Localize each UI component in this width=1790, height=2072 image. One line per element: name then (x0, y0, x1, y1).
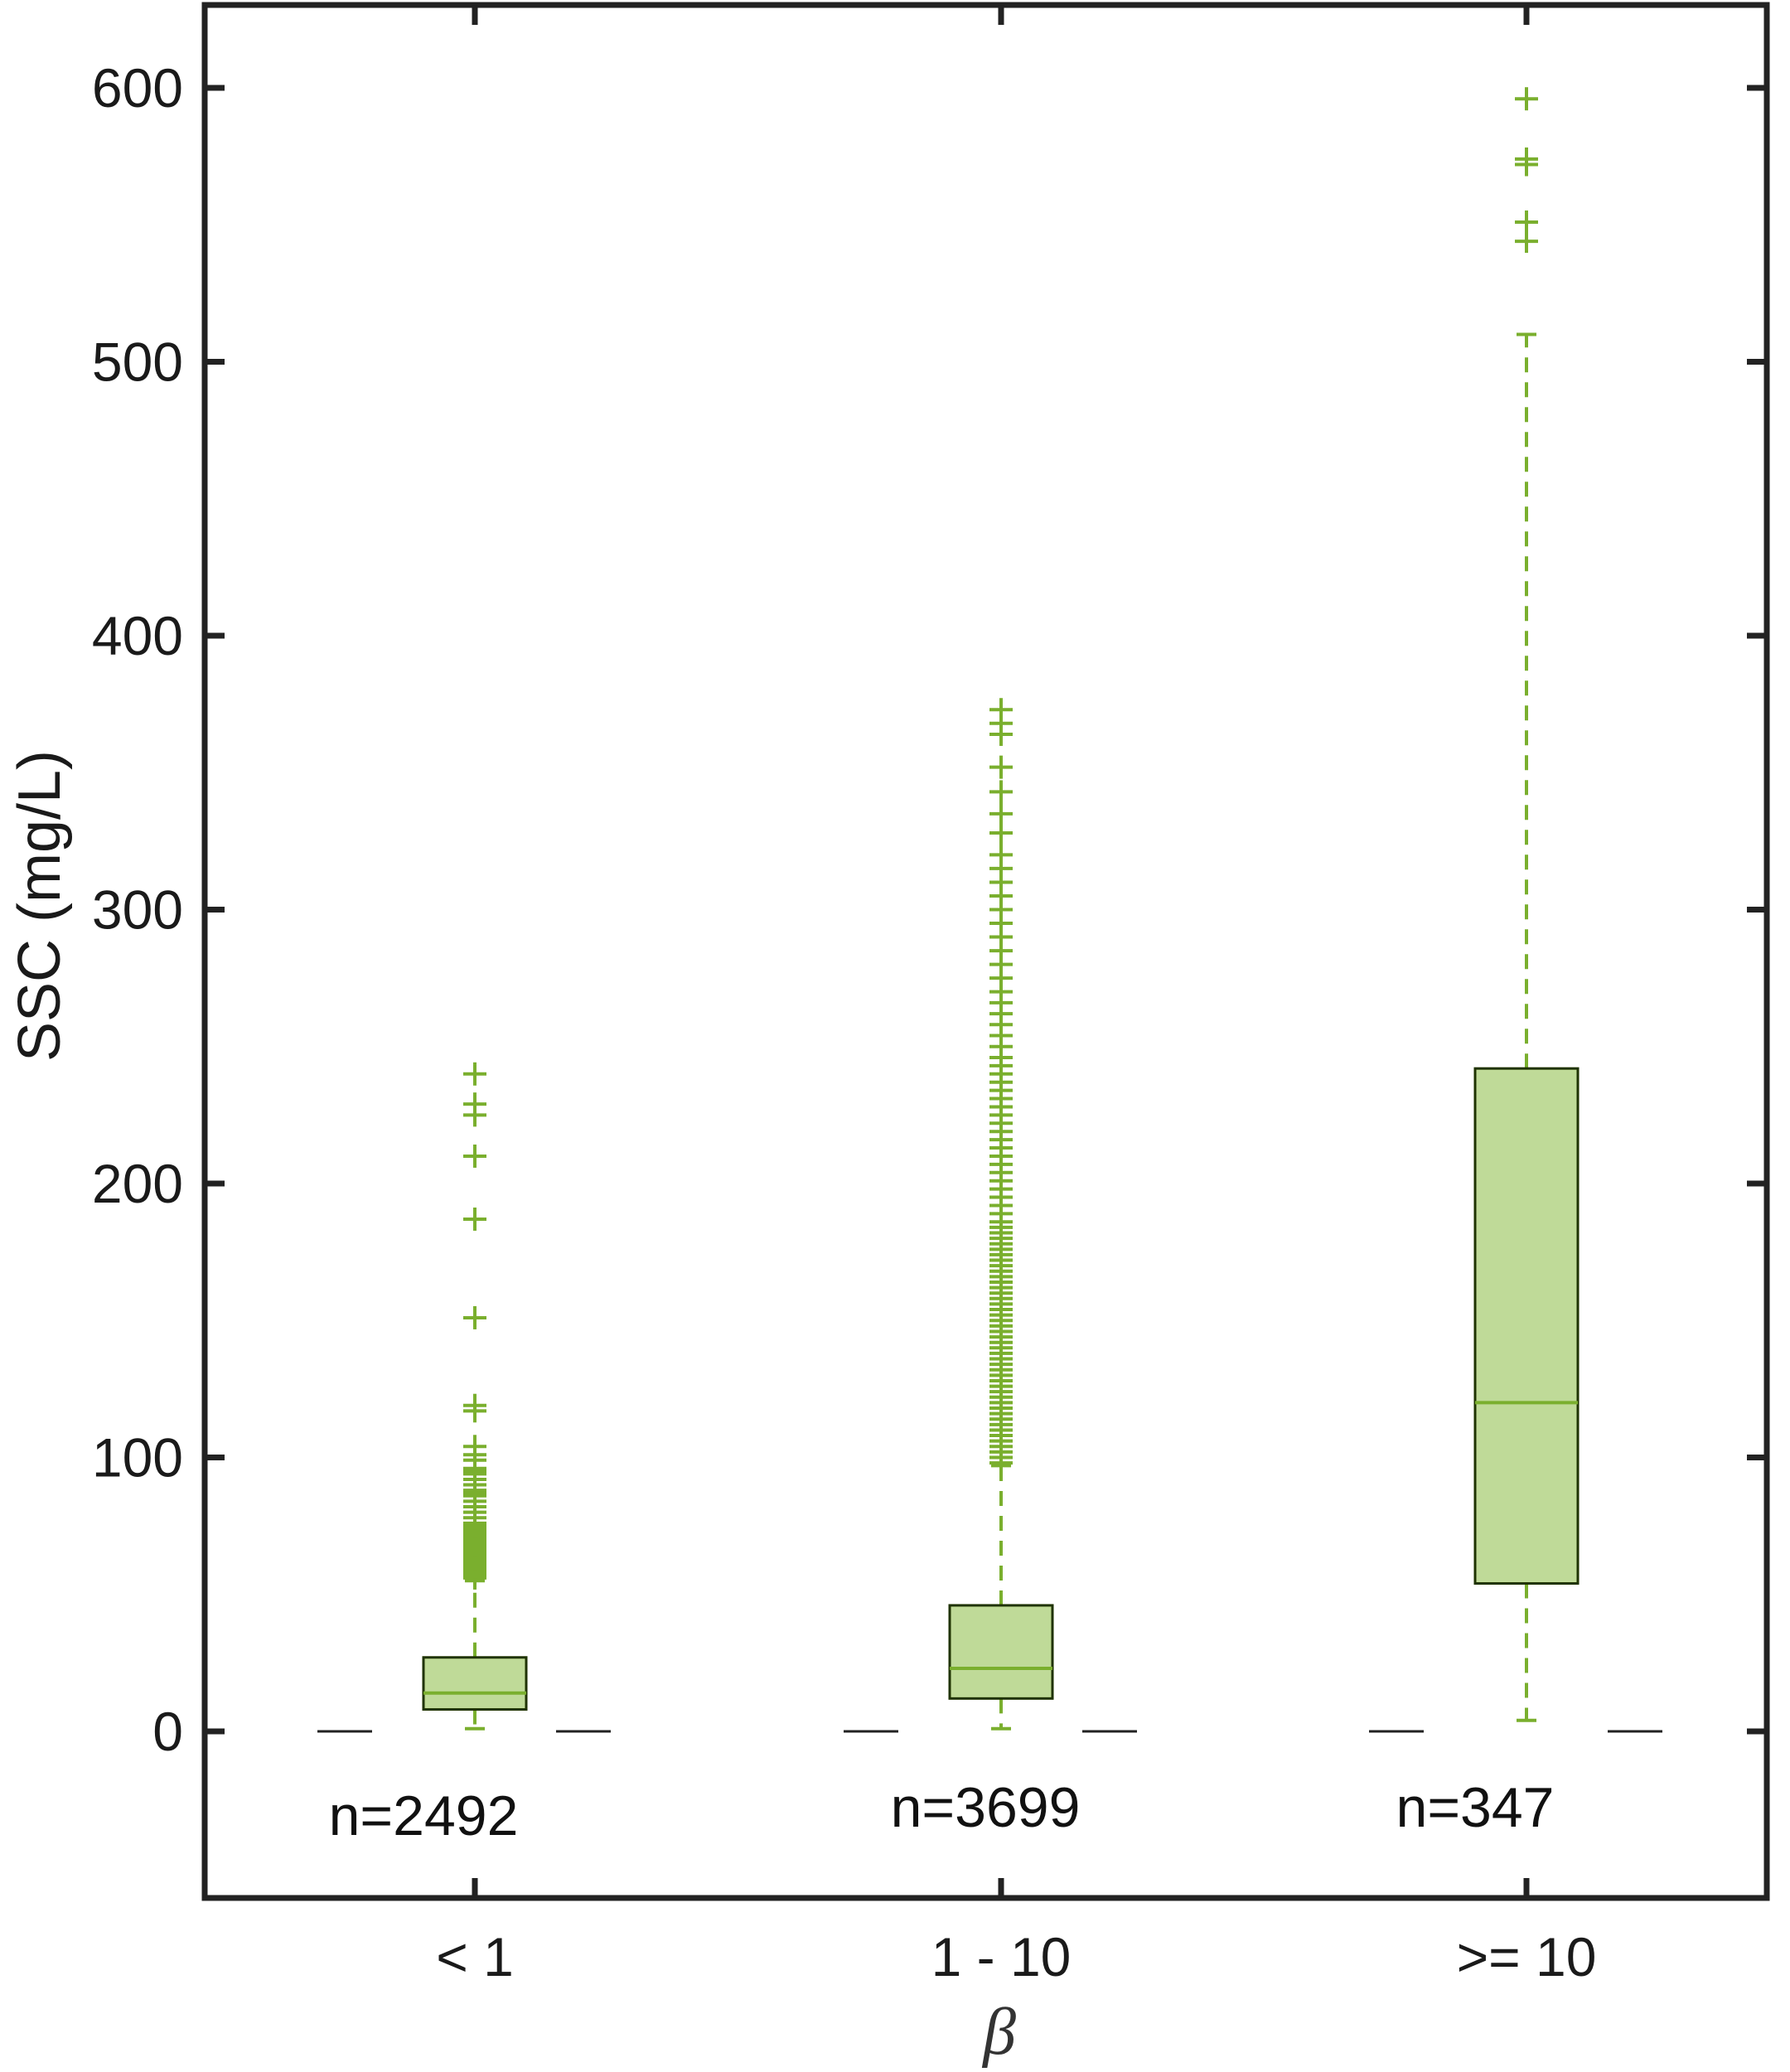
y-tick-label: 500 (92, 332, 183, 393)
outlier-point (463, 1062, 486, 1086)
outlier-point (463, 1305, 486, 1329)
outlier-point (1515, 210, 1538, 234)
outlier-point (1515, 87, 1538, 111)
outlier-point (1515, 147, 1538, 171)
outlier-point (989, 755, 1013, 779)
outlier-point (463, 1207, 486, 1231)
sample-size-label: n=347 (1396, 1776, 1555, 1839)
outlier-point (463, 1144, 486, 1168)
y-axis-title: SSC (mg/L) (7, 750, 73, 1062)
iqr-box (1473, 1067, 1580, 1585)
outlier-point (989, 698, 1013, 722)
x-axis-title: β (981, 1996, 1016, 2069)
box-group: n=347 (1369, 87, 1662, 1839)
x-tick-label: >= 10 (1457, 1926, 1597, 1987)
y-tick-label: 100 (92, 1427, 183, 1489)
y-tick-label: 200 (92, 1153, 183, 1214)
outlier-point (989, 843, 1013, 867)
y-tick-label: 400 (92, 605, 183, 666)
outlier-point (989, 780, 1013, 804)
box-group: n=3699 (844, 698, 1137, 1839)
y-tick-label: 0 (152, 1701, 183, 1762)
x-tick-label: 1 - 10 (931, 1926, 1072, 1987)
box-group: n=2492 (317, 1062, 611, 1847)
sample-size-label: n=3699 (891, 1776, 1081, 1839)
y-tick-label: 300 (92, 879, 183, 941)
plot-area: 0 100 200 300 400 500 600 < 1 1 - 10 >= 10 n=2492 n… (92, 2, 1770, 1987)
sample-size-label: n=2492 (329, 1784, 519, 1847)
y-tick-label: 600 (92, 57, 183, 119)
plot-frame (201, 2, 1770, 1901)
iqr-box (422, 1656, 528, 1711)
outlier-point (463, 1393, 486, 1417)
iqr-box (948, 1604, 1054, 1700)
x-tick-label: < 1 (436, 1926, 514, 1987)
outlier-point (989, 801, 1013, 825)
outlier-point (463, 1092, 486, 1116)
outlier-point (463, 1435, 486, 1459)
